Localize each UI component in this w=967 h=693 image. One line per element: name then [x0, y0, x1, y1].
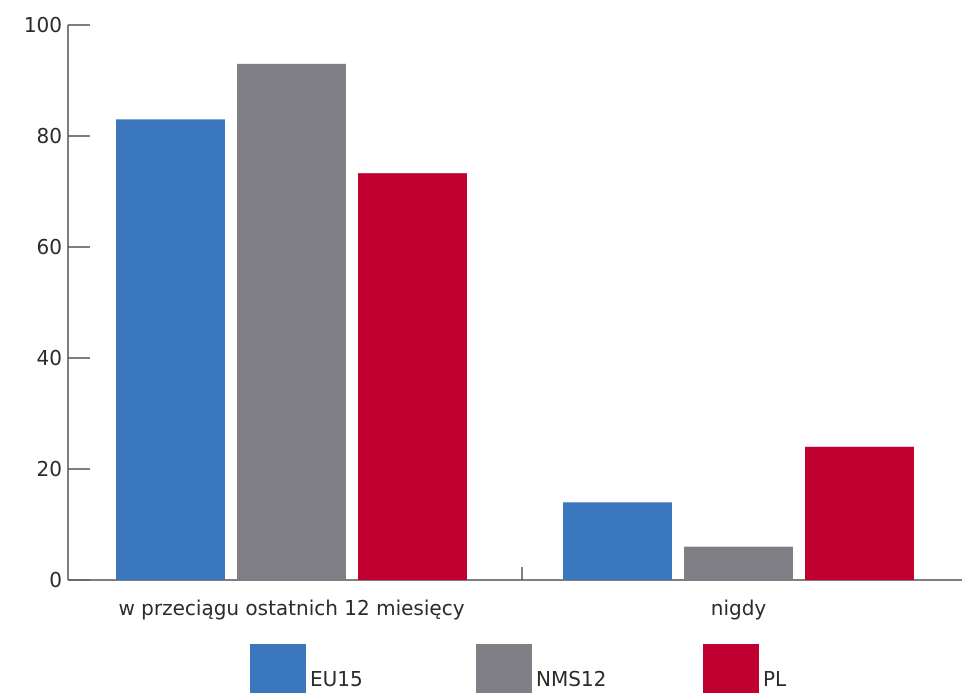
legend-label-eu15: EU15: [310, 667, 363, 691]
legend: EU15 NMS12 PL: [250, 644, 787, 693]
y-tick-label: 40: [37, 346, 62, 370]
legend-label-pl: PL: [763, 667, 787, 691]
legend-swatch-nms12: [476, 644, 532, 693]
bar-nms12-1: [684, 546, 793, 580]
category-labels: w przeciągu ostatnich 12 miesięcy nigdy: [118, 596, 766, 620]
bars-group: [116, 63, 914, 581]
y-tick-label: 60: [37, 235, 62, 259]
y-tick-label: 100: [24, 13, 62, 37]
bar-nms12-0: [237, 63, 346, 581]
bar-pl-1: [805, 446, 914, 580]
legend-swatch-pl: [703, 644, 759, 693]
y-tick-label: 80: [37, 124, 62, 148]
legend-label-nms12: NMS12: [536, 667, 606, 691]
bar-eu15-0: [116, 119, 225, 580]
bar-pl-0: [358, 173, 467, 580]
category-label: w przeciągu ostatnich 12 miesięcy: [118, 596, 464, 620]
category-label: nigdy: [711, 596, 767, 620]
y-tick-label: 0: [49, 568, 62, 592]
y-axis-ticks: 0 20 40 60 80 100: [24, 13, 90, 592]
bar-eu15-1: [563, 502, 672, 580]
y-tick-label: 20: [37, 457, 62, 481]
legend-swatch-eu15: [250, 644, 306, 693]
